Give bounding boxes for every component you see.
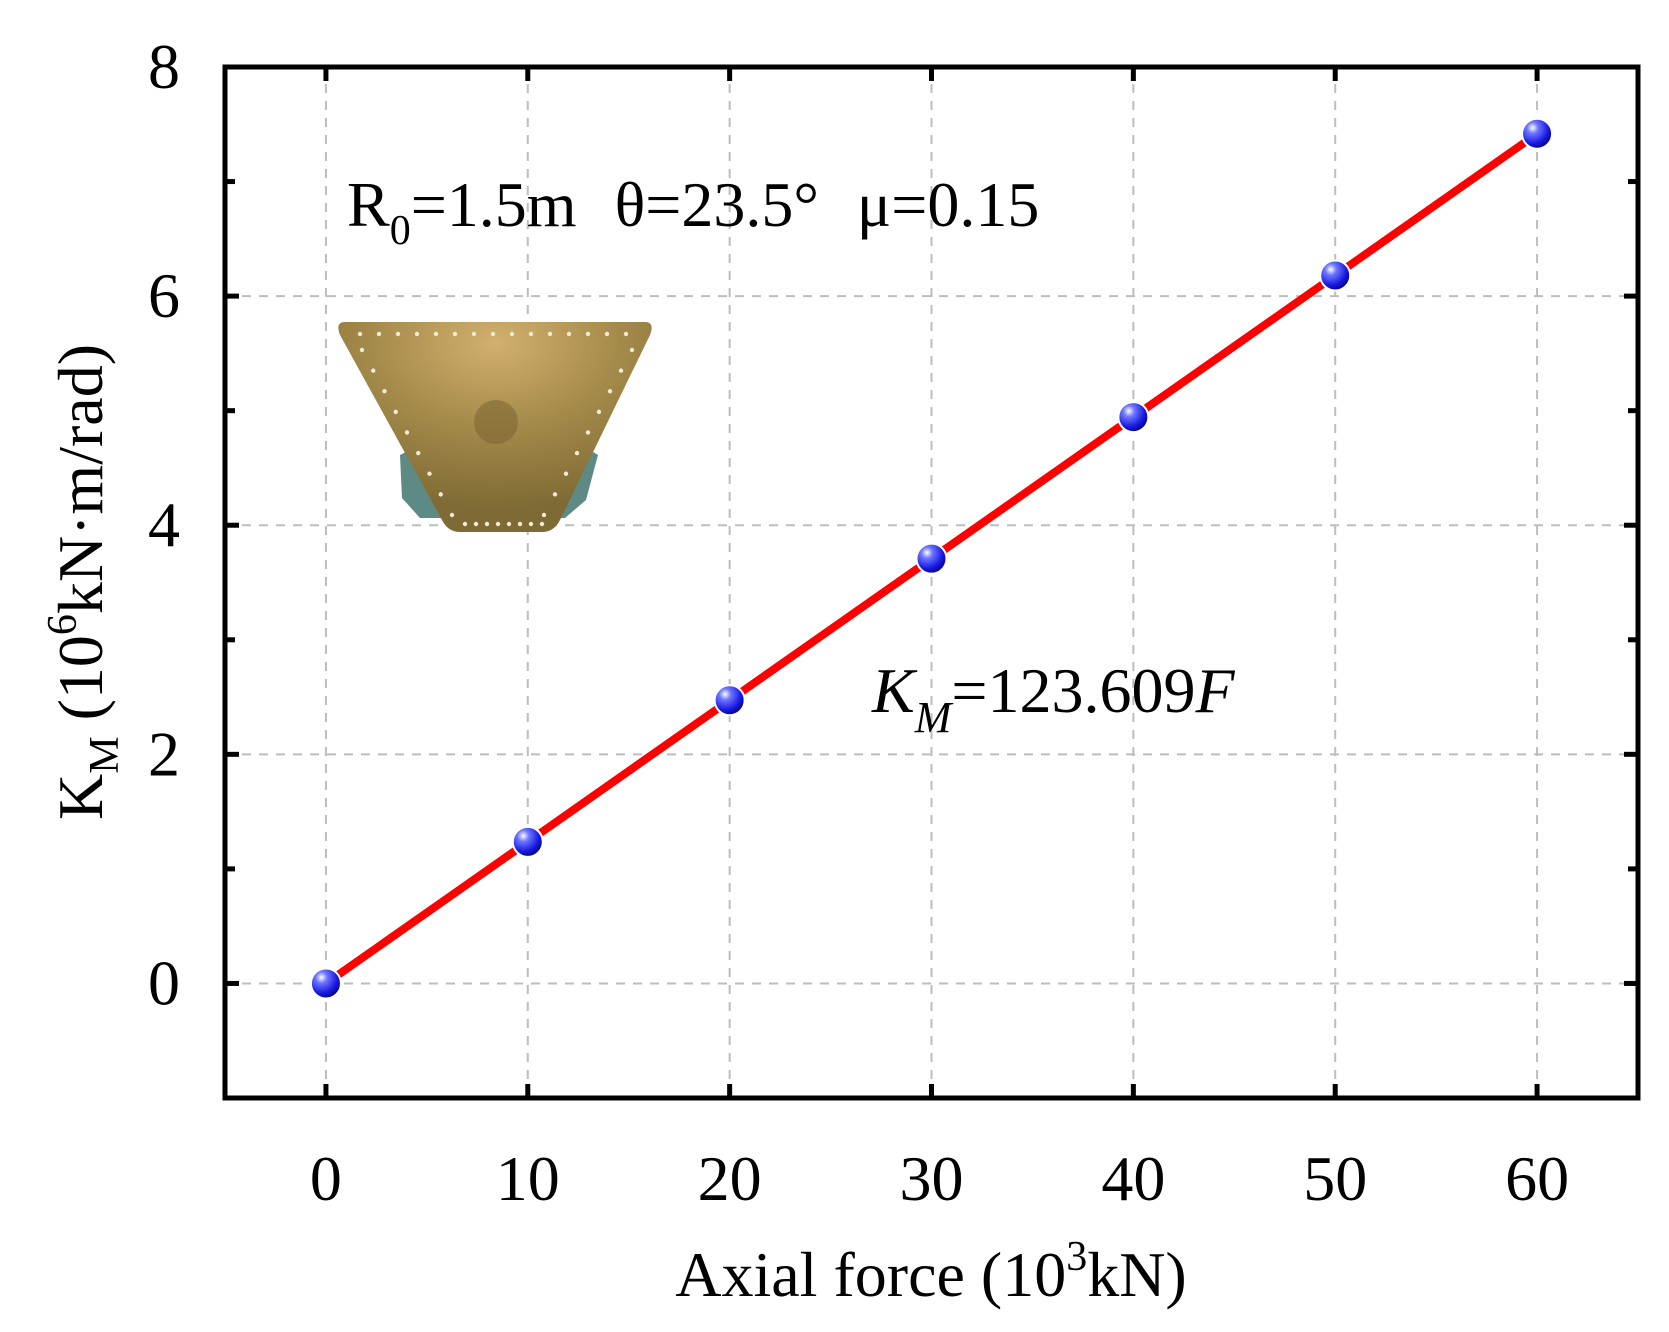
bolt-dot [618, 368, 624, 373]
y-tick-label: 0 [148, 947, 180, 1018]
bolt-dot [416, 450, 421, 456]
y-axis-title: KM (106kN·m/rad) [40, 344, 128, 820]
data-point [713, 684, 746, 717]
bolt-dot [438, 492, 443, 497]
x-tick-label: 20 [698, 1143, 762, 1214]
bolt-dot [528, 521, 534, 527]
data-point [1319, 259, 1352, 292]
bolt-dot [357, 331, 363, 337]
bolt-dot [393, 409, 398, 415]
x-tick-label: 10 [496, 1143, 560, 1214]
x-tick-label: 50 [1303, 1143, 1367, 1214]
data-point [915, 542, 948, 575]
bolt-dot [541, 512, 547, 518]
data-point [309, 967, 342, 1000]
y-tick-label: 2 [148, 718, 180, 789]
bolt-dot [495, 521, 501, 527]
bolt-dot [506, 521, 512, 527]
data-point [511, 825, 544, 858]
bolt-dot [552, 492, 558, 497]
bolt-dot [629, 347, 635, 353]
bolt-dot [371, 368, 376, 373]
bolt-dot [566, 331, 572, 337]
bolt-dot [462, 521, 468, 527]
bolt-dot [563, 471, 569, 476]
bolt-dot [490, 331, 496, 337]
bolt-dot [473, 521, 479, 527]
bolt-dot [596, 409, 602, 415]
bolt-dot [484, 521, 490, 527]
bolt-dot [359, 347, 365, 353]
y-tick-label: 6 [148, 260, 180, 331]
bolt-dot [604, 331, 610, 337]
bolt-dot [395, 331, 401, 337]
x-axis-title: Axial force (103kN) [675, 1234, 1186, 1310]
equation-annotation: KM=123.609F [871, 655, 1235, 742]
y-tick-labels: 0 2 4 6 8 [148, 31, 180, 1018]
bolt-dot [509, 331, 515, 337]
data-point [1521, 117, 1554, 150]
x-tick-label: 30 [900, 1143, 964, 1214]
y-tick-label: 8 [148, 31, 180, 102]
bolt-dot [433, 331, 439, 337]
series-km [309, 117, 1554, 1000]
bolt-dot [585, 430, 591, 435]
bolt-dot [547, 331, 553, 337]
bolt-dot [585, 331, 591, 337]
axis-ticks [225, 64, 1638, 1098]
bolt-dot [449, 512, 455, 518]
truncated-cone-bearing-illustration [338, 322, 652, 532]
y-tick-label: 4 [148, 489, 180, 560]
bolt-dot [539, 521, 545, 527]
bolt-dot [376, 331, 382, 337]
x-tick-label: 0 [310, 1143, 342, 1214]
bolt-dot [452, 331, 458, 337]
bolt-dot [427, 471, 432, 476]
bolt-dot [528, 331, 534, 337]
grid-lines [225, 67, 1638, 1098]
x-tick-labels: 0 10 20 30 40 50 60 [310, 1143, 1569, 1214]
bolt-dot [404, 430, 410, 435]
bolt-dot [414, 331, 420, 337]
bolt-dot [623, 331, 629, 337]
params-annotation: R0=1.5m θ=23.5° μ=0.15 [347, 169, 1039, 254]
bolt-dot [517, 521, 523, 527]
x-tick-label: 60 [1505, 1143, 1569, 1214]
bolt-dot [471, 331, 477, 337]
bolt-dot [574, 450, 580, 456]
x-tick-label: 40 [1101, 1143, 1165, 1214]
data-point [1117, 401, 1150, 434]
bolt-dot [382, 389, 387, 394]
bolt-dot [607, 389, 613, 394]
